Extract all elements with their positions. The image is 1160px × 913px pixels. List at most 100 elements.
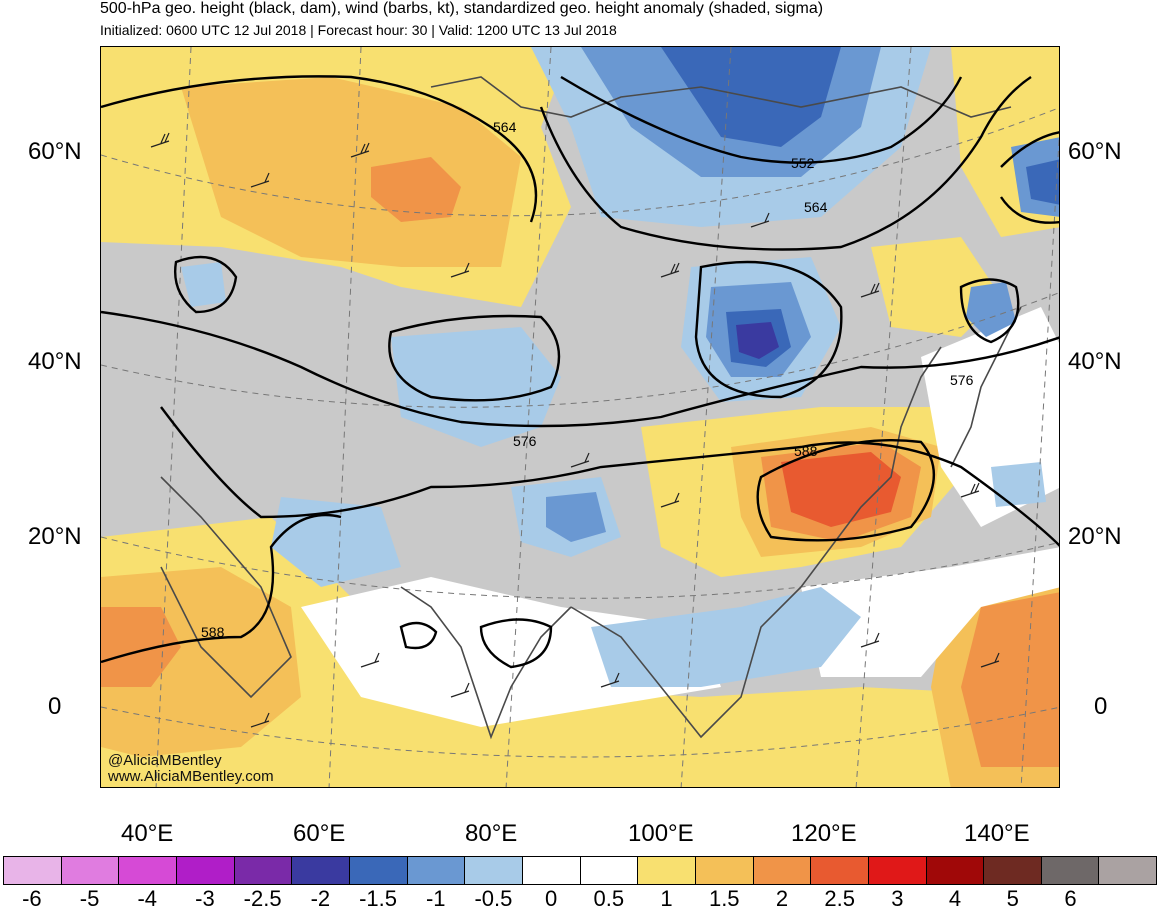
credit-handle: @AliciaMBentley [108, 752, 222, 769]
anomaly-positive-arabia-core [101, 607, 181, 687]
coastlines [160, 76, 1022, 740]
contour-label-552: 552 [791, 155, 815, 171]
anomaly-positive-pacific-core [961, 592, 1059, 767]
coastline-east-china [800, 346, 942, 588]
colorbar-swatch [638, 857, 696, 884]
anomaly-positive-scandinavia [181, 77, 521, 267]
longitude-label-140: 140°E [964, 820, 1030, 847]
colorbar-swatch [695, 857, 754, 884]
colorbar-swatch [868, 857, 927, 884]
coastline-arabia [160, 476, 292, 699]
longitude-line-140 [1020, 132, 1059, 787]
colorbar-tick-label: 0 [545, 886, 558, 911]
wind-barb [450, 262, 470, 278]
colorbar-tick-label: -2 [310, 886, 331, 911]
contour-mongolia-low [694, 260, 843, 399]
colorbar-swatch [349, 857, 408, 884]
anomaly-negative-tibet-core [546, 492, 606, 542]
colorbar-tick-label: -4 [137, 886, 158, 911]
coastline-japan [950, 306, 1022, 468]
anomaly-negative-mongolia-peak [736, 322, 779, 359]
wind-barb [960, 482, 980, 498]
colorbar-tick-label: 4 [948, 886, 962, 911]
colorbar-swatch [926, 857, 985, 884]
colorbar-swatch [292, 857, 350, 884]
colorbar-tick-label: -1.5 [359, 886, 398, 911]
longitude-line-60 [328, 47, 362, 787]
anomaly-positive-east-china-peak [781, 452, 901, 527]
map-panel: 564 552 564 576 576 588 588 [100, 46, 1060, 788]
latitude-line-20 [101, 536, 1059, 599]
wind-barb [450, 682, 470, 698]
longitude-label-60: 60°E [293, 820, 346, 847]
anomaly-negative-black-sea [181, 262, 226, 307]
anomaly-negative-kamchatka-core [1026, 159, 1059, 205]
colorbar-tick-label: 1.5 [708, 886, 740, 911]
wind-barb [150, 132, 170, 148]
wind-barb [860, 632, 880, 648]
map-title: 500-hPa geo. height (black, dam), wind (… [100, 0, 824, 17]
wind-barb [250, 712, 270, 728]
wind-barb [250, 172, 270, 188]
colorbar-swatch [1099, 857, 1157, 884]
wind-barb [350, 142, 370, 158]
graticule [101, 47, 1059, 787]
latitude-label-60-left: 60°N [28, 138, 82, 165]
anomaly-positive-southwest [101, 517, 1059, 787]
latitude-label-0-left: 0 [48, 693, 62, 720]
map-subtitle: Initialized: 0600 UTC 12 Jul 2018 | Fore… [100, 22, 617, 38]
longitude-line-40 [155, 47, 192, 787]
colorbar-tick-label: -2.5 [243, 886, 282, 911]
wind-barb [660, 492, 680, 508]
longitude-label-120: 120°E [791, 820, 857, 847]
colorbar-tick-label: 1 [660, 886, 673, 911]
contour-label-564-west: 564 [493, 119, 517, 135]
colorbar-tick-label: 3 [891, 886, 904, 911]
colorbar-swatch [407, 857, 466, 884]
longitude-label-100: 100°E [628, 820, 694, 847]
colorbar-swatch [465, 857, 523, 884]
longitude-line-80 [505, 47, 552, 787]
contour-564-west [101, 75, 538, 223]
latitude-label-20-left: 20°N [28, 523, 82, 550]
contour-bay-of-bengal [479, 618, 553, 669]
colorbar-tick-label: -6 [22, 886, 42, 911]
latitude-label-40-right: 40°N [1068, 348, 1122, 375]
contour-black-sea [174, 255, 238, 314]
contour-labels: 564 552 564 576 576 588 588 [201, 119, 974, 640]
colorbar-swatch [4, 857, 62, 884]
contour-central-asia [388, 314, 561, 402]
credit-website: www.AliciaMBentley.com [108, 768, 274, 785]
anomaly-neutral-west-pacific [801, 547, 1059, 677]
contour-576-south [160, 406, 1059, 547]
wind-barb [980, 652, 1000, 668]
contour-kamchatka [1000, 131, 1059, 224]
colorbar-swatch [811, 857, 869, 884]
colorbar-tick-label: 0.5 [593, 886, 625, 911]
contour-label-576-east: 576 [950, 372, 974, 388]
anomaly-positive-urals [371, 157, 461, 222]
colorbar-swatch [119, 857, 177, 884]
colorbar-tick-label: -1 [425, 886, 446, 911]
coastline-southeast-asia [570, 586, 802, 739]
contour-552-arctic [560, 75, 963, 164]
contour-india-small [399, 621, 438, 650]
colorbar-tick-label: -5 [79, 886, 100, 911]
colorbar-swatch [176, 857, 235, 884]
colorbar-swatch [580, 857, 639, 884]
wind-barb [360, 652, 380, 668]
latitude-label-40-left: 40°N [28, 348, 82, 375]
contour-588-east-china [756, 439, 936, 542]
colorbar-tick-label: 2 [775, 886, 789, 911]
colorbar-tick-label: 2.5 [824, 886, 855, 911]
colorbar-swatch [234, 857, 293, 884]
contour-label-588-china: 588 [794, 443, 818, 459]
map-graphic: 564 552 564 576 576 588 588 [101, 47, 1059, 787]
colorbar-swatch [522, 857, 581, 884]
contour-564-arctic [539, 76, 1032, 251]
contour-label-576-central: 576 [513, 433, 537, 449]
wind-barb [570, 452, 590, 468]
longitude-line-100 [680, 47, 732, 787]
colorbar-swatch [1041, 857, 1100, 884]
colorbar-tick-label: 5 [1006, 886, 1019, 911]
